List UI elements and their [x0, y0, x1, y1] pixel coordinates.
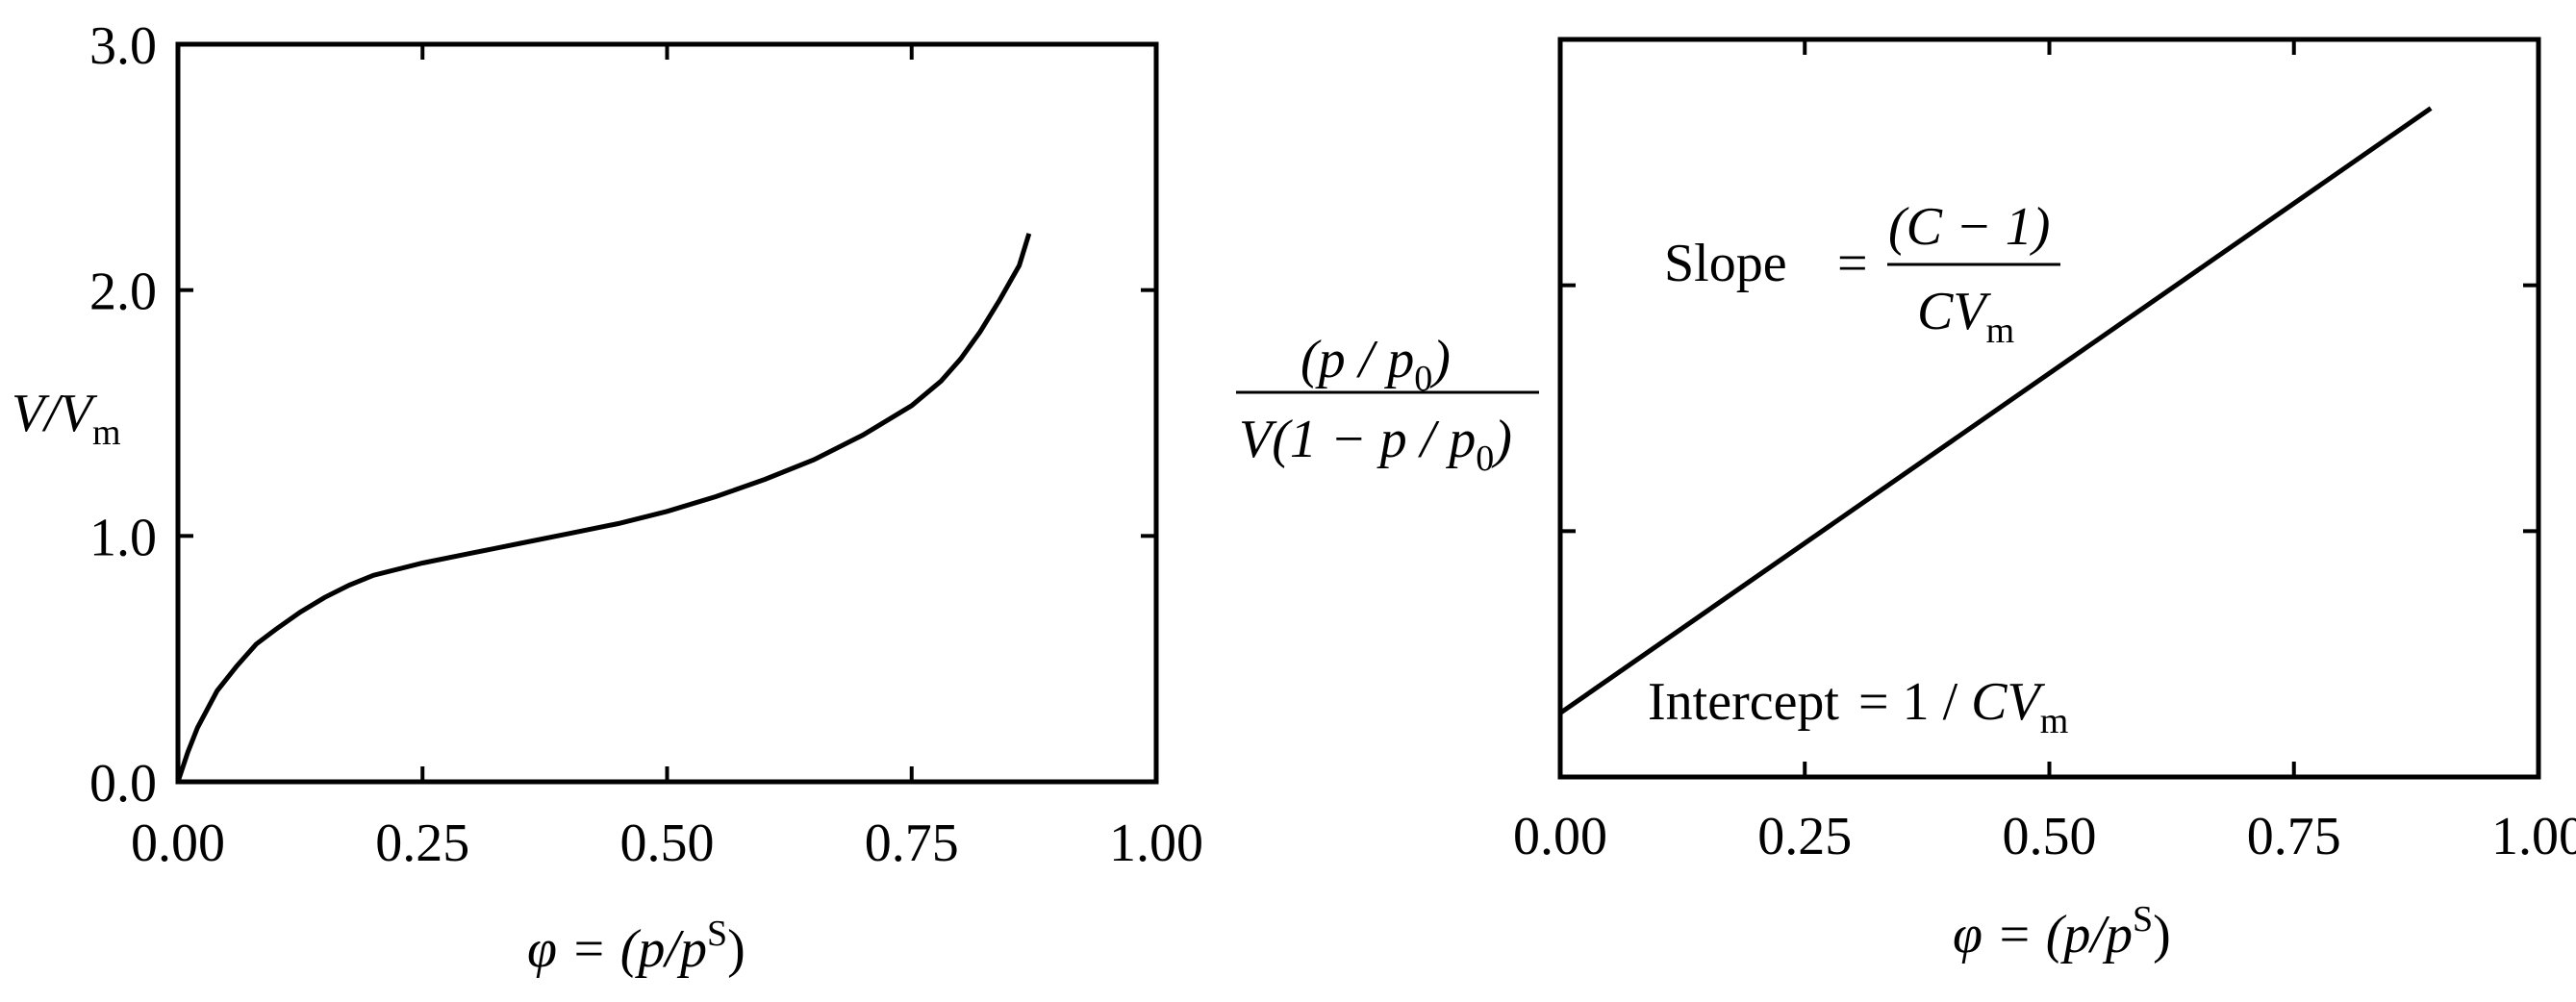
left-xlabel: φ = (p/pS) — [527, 914, 745, 979]
slope-label: Slope — [1664, 234, 1787, 293]
left-ytick-label: 0.0 — [89, 754, 157, 814]
left-xtick-label: 1.00 — [1109, 814, 1203, 873]
left-ytick-label: 3.0 — [89, 16, 157, 76]
left-xlabel-main: φ = (p/p — [527, 919, 707, 979]
left-ylabel-sub: m — [92, 413, 121, 453]
left-ytick-label: 2.0 — [89, 263, 157, 322]
right-xtick-label: 0.25 — [1757, 807, 1852, 866]
right-series-line — [1558, 106, 2433, 715]
left-ylabel-main: V/V — [12, 384, 98, 443]
left-xtick-label: 0.00 — [131, 814, 225, 873]
right-xtick-label: 0.50 — [2003, 807, 2097, 866]
left-series-line — [175, 233, 1032, 783]
slope-denominator: CVm — [1917, 282, 2014, 351]
left-xtick-label: 0.25 — [375, 814, 469, 873]
right-xtick-label: 0.75 — [2247, 807, 2341, 866]
right-ylabel-numerator: (p / p0) — [1301, 330, 1451, 399]
slope-numerator: (C − 1) — [1888, 197, 2050, 257]
right-plot-frame — [1557, 37, 2541, 780]
left-xtick-label: 0.75 — [865, 814, 959, 873]
right-xlabel-close: ) — [2153, 905, 2171, 964]
right-xlabel-sup: S — [2133, 899, 2153, 939]
left-plot-frame — [175, 41, 1159, 785]
right-ylabel: (p / p0) V(1 − p / p0) — [1236, 330, 1539, 479]
left-xlabel-sup: S — [707, 914, 727, 954]
right-ticks: 0.00 0.25 0.50 0.75 1.00 — [1513, 39, 2576, 866]
left-xtick-label: 0.50 — [620, 814, 715, 873]
left-ticks: 0.00 0.25 0.50 0.75 1.00 0.0 1.0 2.0 3.0 — [89, 16, 1203, 873]
right-chart: 0.00 0.25 0.50 0.75 1.00 (p / p0) V(1 − p / … — [1236, 37, 2576, 964]
right-ylabel-denominator: V(1 − p / p0) — [1239, 410, 1512, 479]
intercept-annotation: Intercept = 1 / CVm — [1648, 672, 2068, 741]
slope-equals: = — [1837, 234, 1868, 293]
left-xlabel-close: ) — [727, 919, 745, 979]
left-ylabel: V/Vm — [12, 384, 121, 453]
left-ytick-label: 1.0 — [89, 508, 157, 567]
left-chart: 0.00 0.25 0.50 0.75 1.00 0.0 1.0 2.0 3.0 V/Vm φ … — [12, 16, 1203, 979]
right-xtick-label: 0.00 — [1513, 807, 1607, 866]
right-xlabel: φ = (p/pS) — [1953, 899, 2171, 964]
right-xtick-label: 1.00 — [2491, 807, 2576, 866]
right-xlabel-main: φ = (p/p — [1953, 905, 2133, 964]
slope-annotation: Slope = (C − 1) CVm — [1664, 197, 2060, 351]
